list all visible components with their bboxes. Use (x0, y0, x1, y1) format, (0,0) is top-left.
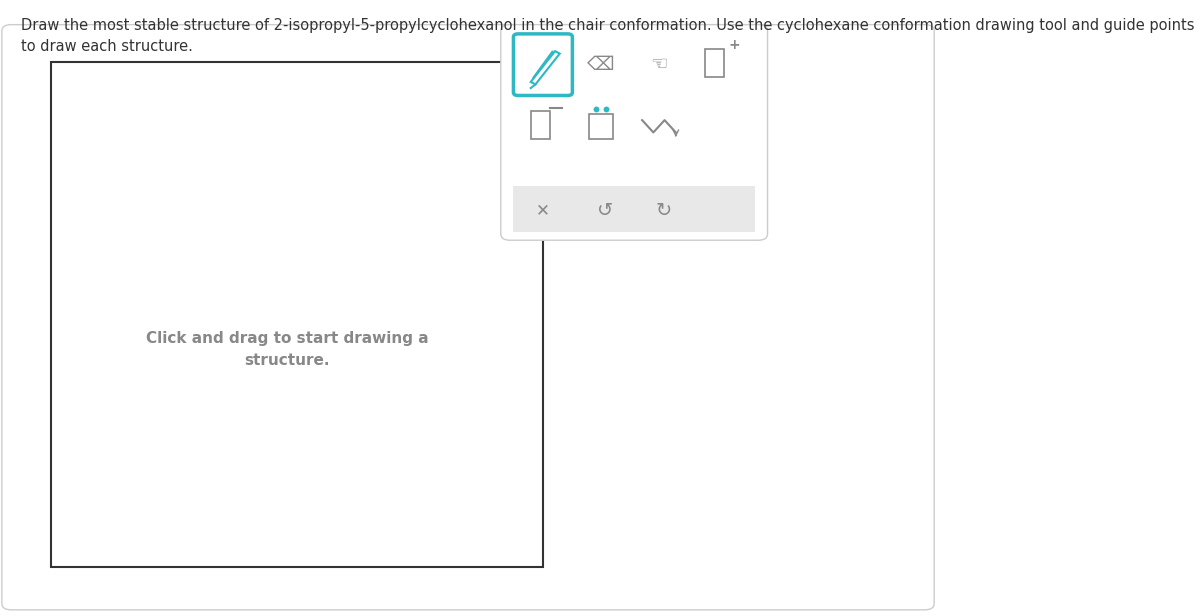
FancyBboxPatch shape (514, 34, 572, 95)
Bar (52, 62, 542, 567)
Text: Draw the most stable structure of 2-isopropyl-5-propylcyclohexanol in the chair : Draw the most stable structure of 2-isop… (20, 18, 1194, 54)
Text: ⌫: ⌫ (587, 55, 614, 74)
Text: ✕: ✕ (536, 201, 550, 220)
Bar (512, 186, 755, 232)
Text: ↺: ↺ (598, 201, 614, 220)
Text: +: + (728, 38, 739, 52)
Text: Click and drag to start drawing a
structure.: Click and drag to start drawing a struct… (146, 331, 428, 368)
FancyBboxPatch shape (2, 25, 934, 610)
FancyBboxPatch shape (500, 25, 768, 240)
Text: ☜: ☜ (650, 55, 667, 74)
Text: ↻: ↻ (655, 201, 672, 220)
